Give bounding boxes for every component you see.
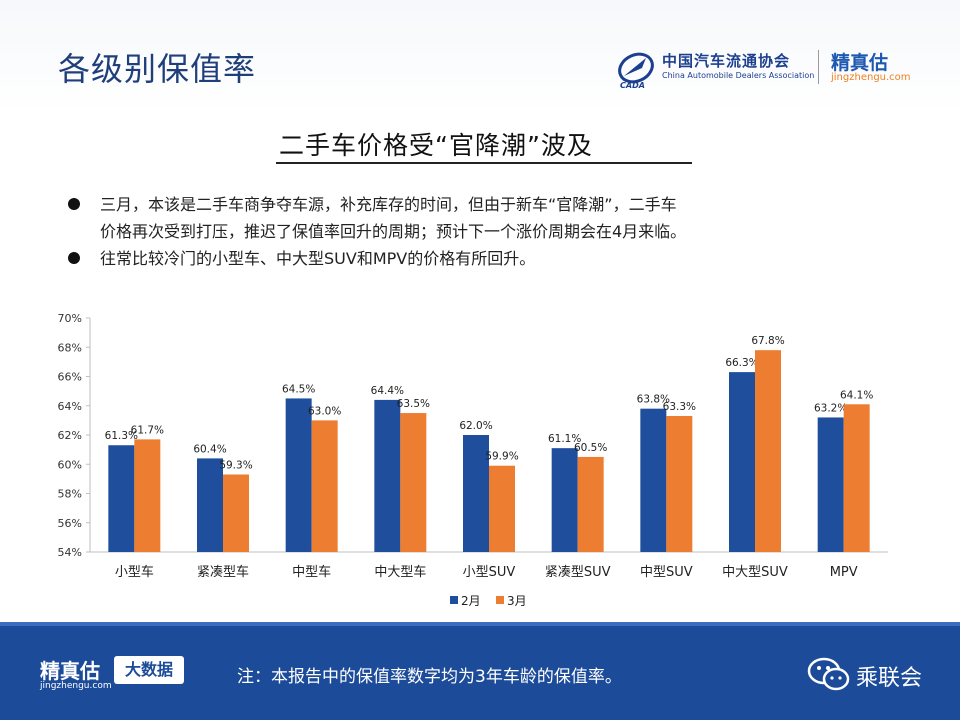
bar-mar xyxy=(311,420,338,552)
bar-feb xyxy=(640,408,667,552)
cada-name: 中国汽车流通协会 xyxy=(662,52,791,70)
footer-stripe xyxy=(0,622,960,626)
x-tick-label: 小型SUV xyxy=(463,565,516,580)
x-tick-label: 中型车 xyxy=(292,564,331,580)
bar-mar xyxy=(843,404,870,552)
bar-feb xyxy=(729,372,755,552)
data-label: 67.8% xyxy=(751,335,784,347)
data-label: 61.1% xyxy=(548,433,581,445)
data-label: 63.0% xyxy=(308,405,341,417)
data-label: 60.5% xyxy=(574,442,607,454)
data-label: 62.0% xyxy=(459,420,492,432)
bar-feb xyxy=(551,448,578,552)
data-label: 60.4% xyxy=(193,443,226,455)
data-label: 63.8% xyxy=(637,394,670,406)
bullet-line: 三月，本该是二手车商争夺车源，补充库存的时间，但由于新车“官降潮”，二手车 xyxy=(100,195,677,214)
data-label: 63.3% xyxy=(663,401,696,413)
y-tick-label: 58% xyxy=(58,488,82,501)
page-title: 各级别保值率 xyxy=(58,50,257,88)
bar-mar xyxy=(134,439,161,552)
bar-feb xyxy=(463,435,489,552)
header-band xyxy=(0,0,960,112)
bar-mar xyxy=(755,350,781,552)
wechat-icon xyxy=(807,657,850,691)
data-label: 59.3% xyxy=(219,459,252,471)
data-label: 61.7% xyxy=(131,424,164,436)
bullet-dot-icon xyxy=(68,198,80,210)
x-tick-label: 中大型SUV xyxy=(722,565,788,580)
footer-org-name: 乘联会 xyxy=(856,666,923,691)
footer-logo: 精真估 xyxy=(40,659,100,683)
y-tick-label: 64% xyxy=(58,400,82,413)
cada-abbr: CADA xyxy=(620,81,645,90)
x-tick-label: MPV xyxy=(830,565,858,580)
legend-swatch xyxy=(496,596,504,604)
y-tick-label: 70% xyxy=(58,312,82,325)
chart-svg: 54% 56% 58% 60% 62% 64% 66% 68% 70% 61.3%61.7% 小型车… xyxy=(58,312,888,608)
bar-mar xyxy=(400,413,427,552)
bar-feb xyxy=(374,399,401,552)
y-tick-label: 54% xyxy=(58,546,82,559)
x-tick-label: 小型车 xyxy=(115,564,154,580)
data-label: 63.5% xyxy=(397,398,430,410)
bar-chart: 54% 56% 58% 60% 62% 64% 66% 68% 70% 61.3% 61.7% 小型车… xyxy=(48,300,918,626)
y-tick-label: 60% xyxy=(58,458,82,471)
x-tick-label: 中大型车 xyxy=(374,564,426,580)
footer-url: jingzhengu.com xyxy=(40,681,112,691)
footer-badge: 大数据 xyxy=(114,656,184,684)
data-label: 66.3% xyxy=(725,357,758,369)
data-label: 64.1% xyxy=(840,389,873,401)
x-tick-label: 紧凑型车 xyxy=(197,564,249,580)
x-tick-label: 紧凑型SUV xyxy=(545,565,611,580)
y-tick-label: 56% xyxy=(58,517,82,530)
bar-feb xyxy=(817,417,844,552)
x-tick-label: 中型SUV xyxy=(640,565,693,580)
subtitle-underline xyxy=(276,162,692,164)
bullet-item: 三月，本该是二手车商争夺车源，补充库存的时间，但由于新车“官降潮”，二手车 价格… xyxy=(68,191,908,245)
y-tick-label: 68% xyxy=(58,341,82,354)
data-label: 59.9% xyxy=(485,451,518,463)
bullet-line: 价格再次受到打压，推迟了保值率回升的周期；预计下一个涨价周期会在4月来临。 xyxy=(100,222,687,241)
data-label: 63.2% xyxy=(814,402,847,414)
bar-feb xyxy=(285,398,312,552)
bar-mar xyxy=(489,465,515,552)
data-label: 61.3% xyxy=(105,430,138,442)
legend-label: 2月 xyxy=(461,594,481,608)
y-tick-label: 62% xyxy=(58,429,82,442)
y-tick-label: 66% xyxy=(58,371,82,384)
header-logos: CADA 中国汽车流通协会 China Automobile Dealers A… xyxy=(616,46,926,92)
bullet-list: 三月，本该是二手车商争夺车源，补充库存的时间，但由于新车“官降潮”，二手车 价格… xyxy=(68,191,908,272)
slide-subtitle: 二手车价格受“官降潮”波及 xyxy=(279,131,593,160)
logo-divider xyxy=(818,50,819,84)
data-label: 64.5% xyxy=(282,383,315,395)
bullet-line: 往常比较冷门的小型车、中大型SUV和MPV的价格有所回升。 xyxy=(100,249,536,268)
cada-english-name: China Automobile Dealers Association xyxy=(662,71,815,80)
cada-logo-icon: CADA xyxy=(618,52,654,90)
bullet-item: 往常比较冷门的小型车、中大型SUV和MPV的价格有所回升。 xyxy=(68,245,908,272)
brand-logo-url: jingzhengu.com xyxy=(831,72,911,83)
legend-swatch xyxy=(450,596,458,604)
bullet-dot-icon xyxy=(68,252,80,264)
bar-mar xyxy=(577,456,604,552)
bar-mar xyxy=(666,415,693,552)
data-label: 64.4% xyxy=(371,385,404,397)
bar-feb xyxy=(108,445,135,552)
bar-feb xyxy=(197,458,223,552)
brand-logo-name: 精真估 xyxy=(831,52,889,74)
legend-label: 3月 xyxy=(507,594,527,608)
bar-mar xyxy=(223,474,249,552)
footer-note: 注：本报告中的保值率数字均为3年车龄的保值率。 xyxy=(237,667,622,687)
